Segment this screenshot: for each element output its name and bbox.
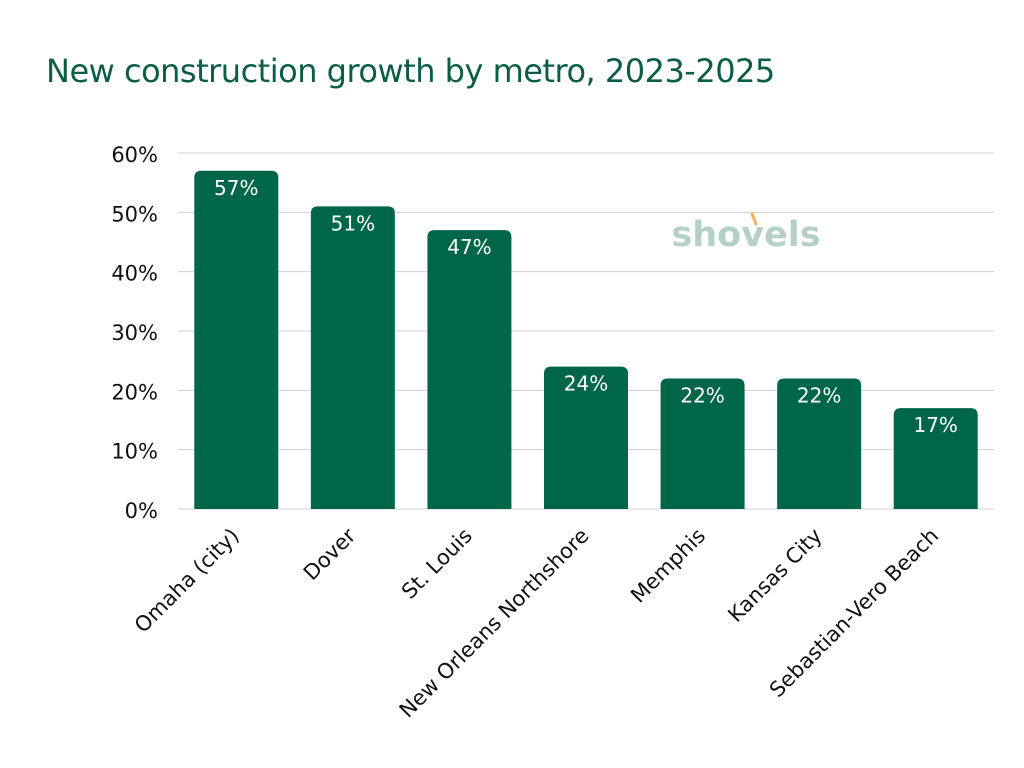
y-tick-label: 0% <box>125 499 158 523</box>
bar <box>427 230 512 509</box>
data-label: 51% <box>331 211 375 235</box>
watermark: shovels <box>671 212 821 255</box>
y-tick-label: 30% <box>111 321 158 345</box>
bar <box>777 378 862 509</box>
chart-title: New construction growth by metro, 2023-2… <box>46 52 775 90</box>
bar <box>660 378 745 509</box>
y-tick-label: 10% <box>111 440 158 464</box>
y-axis: 0% 10% 20% 30% 40% 50% 60% <box>111 143 158 523</box>
x-tick-label: Dover <box>299 523 361 585</box>
x-tick-label: Kansas City <box>723 524 826 627</box>
y-tick-label: 40% <box>111 262 158 286</box>
bar <box>544 366 628 509</box>
y-tick-label: 50% <box>111 202 158 226</box>
watermark-accent-icon <box>750 212 758 226</box>
bars <box>194 170 978 510</box>
data-label: 17% <box>913 413 957 437</box>
data-label: 22% <box>680 383 724 407</box>
x-tick-label: New Orleans Northshore <box>395 524 594 723</box>
data-label: 22% <box>797 383 841 407</box>
bar <box>893 408 978 509</box>
data-label: 47% <box>447 235 491 259</box>
data-labels: 57% 51% 47% 24% 22% 22% 17% <box>214 176 958 437</box>
y-tick-label: 20% <box>111 380 158 404</box>
bar <box>310 206 395 509</box>
data-label: 24% <box>564 372 608 396</box>
bar <box>194 170 279 510</box>
x-tick-label: Omaha (city) <box>130 524 244 638</box>
data-label: 57% <box>214 176 258 200</box>
x-tick-label: St. Louis <box>397 524 477 604</box>
watermark-logo: shovels <box>671 215 820 255</box>
y-tick-label: 60% <box>111 143 158 167</box>
x-tick-label: Memphis <box>626 524 710 608</box>
